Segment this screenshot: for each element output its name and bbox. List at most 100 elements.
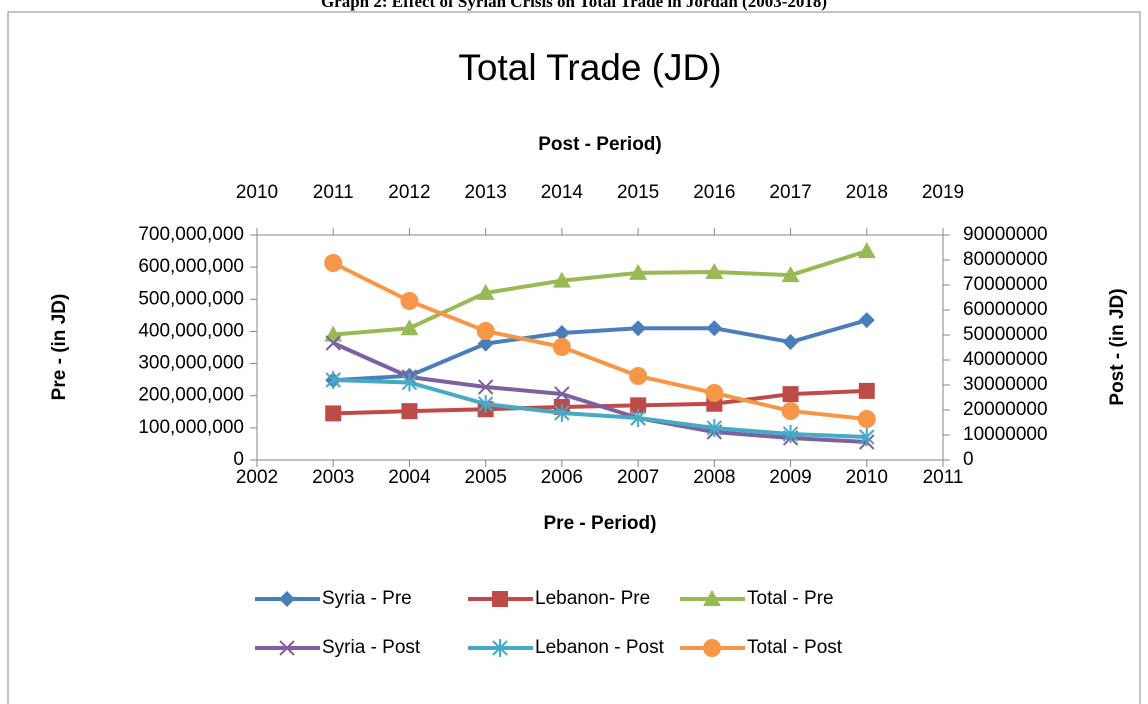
x-tick-label: 2005 — [465, 467, 507, 488]
x2-tick-label: 2019 — [922, 182, 964, 203]
x2-tick-label: 2016 — [693, 182, 735, 203]
marker — [325, 371, 341, 389]
x2-tick-label: 2017 — [769, 182, 811, 203]
y2-tick-label: 10000000 — [963, 424, 1048, 445]
marker-stroke — [325, 335, 341, 351]
series-line — [333, 318, 868, 383]
y2-tick-label: 40000000 — [963, 349, 1048, 370]
marker-stroke — [279, 640, 295, 656]
marker — [324, 254, 343, 272]
marker — [492, 639, 508, 657]
marker — [705, 384, 724, 402]
y-tick-label: 300,000,000 — [138, 353, 244, 374]
marker — [629, 367, 648, 385]
caption: Graph 2: Effect of Syrian Crisis on Tota… — [321, 0, 827, 11]
y2-tick-label: 70000000 — [963, 274, 1048, 295]
marker-stroke — [477, 379, 494, 395]
marker — [703, 590, 721, 606]
y2-tick-label: 30000000 — [963, 374, 1048, 395]
x2-tick-label: 2018 — [846, 182, 888, 203]
marker — [782, 334, 799, 351]
marker — [858, 312, 875, 329]
x-tick-label: 2004 — [388, 467, 431, 488]
marker — [705, 262, 724, 279]
marker — [706, 320, 723, 337]
x-axis-title: Pre - Period) — [544, 513, 657, 534]
marker — [400, 319, 419, 336]
marker — [629, 263, 648, 280]
marker — [401, 403, 418, 420]
y-tick-label: 200,000,000 — [138, 385, 244, 406]
x-tick-label: 2003 — [312, 467, 354, 488]
marker — [325, 335, 341, 351]
x-tick-label: 2006 — [541, 467, 583, 488]
series-line — [333, 249, 868, 337]
marker-stroke — [554, 386, 570, 402]
y-tick-label: 400,000,000 — [138, 320, 244, 341]
marker — [554, 386, 570, 402]
marker — [400, 292, 419, 310]
y2-tick-label: 60000000 — [963, 299, 1048, 320]
legend-label: Total - Pre — [747, 588, 834, 609]
marker — [477, 395, 494, 413]
marker — [703, 639, 721, 657]
x-tick-label: 2007 — [617, 467, 659, 488]
marker — [781, 402, 800, 420]
marker — [552, 338, 571, 356]
series-line — [332, 341, 867, 444]
x2-tick-label: 2010 — [236, 182, 278, 203]
y-tick-label: 700,000,000 — [138, 224, 244, 245]
legend-label: Lebanon- Pre — [535, 588, 650, 609]
y2-tick-label: 20000000 — [963, 399, 1048, 420]
marker — [857, 242, 876, 259]
y-tick-label: 100,000,000 — [138, 417, 244, 438]
marker — [552, 271, 571, 288]
marker — [476, 283, 495, 300]
legend-label: Syria - Post — [322, 637, 421, 658]
marker — [477, 335, 494, 352]
legend-label: Lebanon - Post — [535, 637, 665, 658]
x2-axis-title: Post - Period) — [538, 134, 662, 155]
x2-tick-label: 2012 — [388, 182, 430, 203]
marker — [782, 386, 799, 403]
marker — [553, 325, 570, 342]
marker — [492, 591, 508, 607]
y2-axis-title: Post - (in JD) — [1107, 288, 1128, 405]
y2-tick-label: 0 — [963, 449, 974, 470]
x-tick-label: 2009 — [769, 467, 811, 488]
legend-label: Syria - Pre — [322, 588, 412, 609]
marker — [325, 405, 342, 422]
x2-tick-label: 2013 — [465, 182, 507, 203]
marker — [706, 419, 723, 437]
y-tick-label: 600,000,000 — [138, 256, 244, 277]
series-line — [332, 261, 867, 421]
x-tick-label: 2002 — [236, 467, 278, 488]
chart-title: Total Trade (JD) — [458, 47, 721, 88]
y-axis-title: Pre - (in JD) — [49, 294, 70, 401]
marker — [782, 425, 799, 443]
marker — [630, 409, 646, 427]
marker — [554, 404, 570, 422]
y2-tick-label: 80000000 — [963, 249, 1048, 270]
x-tick-label: 2010 — [846, 467, 888, 488]
y2-tick-label: 90000000 — [963, 224, 1048, 245]
x2-tick-label: 2015 — [617, 182, 659, 203]
marker — [476, 322, 495, 340]
x2-tick-label: 2014 — [541, 182, 584, 203]
marker — [630, 397, 647, 414]
x2-tick-label: 2011 — [313, 182, 354, 203]
marker — [781, 266, 800, 283]
marker — [477, 379, 494, 395]
marker — [279, 591, 295, 607]
y-tick-label: 0 — [233, 449, 244, 470]
chart-border — [7, 11, 1141, 704]
marker — [858, 382, 875, 399]
marker — [401, 373, 418, 392]
marker — [630, 320, 647, 337]
marker — [279, 640, 295, 656]
y2-tick-label: 50000000 — [963, 324, 1048, 345]
x-tick-label: 2011 — [923, 467, 964, 488]
legend-label: Total - Post — [747, 637, 843, 658]
